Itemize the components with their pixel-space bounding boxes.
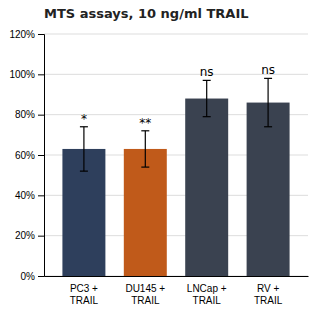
x-axis-line — [45, 276, 309, 277]
error-bar — [203, 80, 211, 116]
x-tick: RV +TRAIL — [254, 283, 283, 306]
x-tick-label: RV +TRAIL — [254, 283, 283, 306]
x-tick: DU145 +TRAIL — [125, 283, 165, 306]
error-bar-cap — [203, 116, 211, 117]
error-bar — [141, 131, 149, 167]
y-tick-label: 20% — [15, 230, 35, 241]
error-bar-cap — [80, 171, 88, 172]
error-bar-stem — [267, 78, 268, 126]
title: MTS assays, 10 ng/ml TRAIL — [44, 6, 249, 21]
x-tick-label-line: TRAIL — [254, 295, 283, 306]
x-tick-label-line: DU145 + — [125, 283, 165, 294]
significance-label: * — [81, 112, 87, 126]
significance-label: ns — [200, 65, 214, 79]
x-tick-label-line: TRAIL — [131, 295, 160, 306]
y-tick-label: 60% — [15, 150, 35, 161]
y-axis: 0% 20% 40% 60% 80% 100% 120% — [9, 29, 44, 282]
y-tick-mark — [38, 155, 44, 156]
error-bar-cap — [141, 167, 149, 168]
y-tick-label: 80% — [15, 109, 35, 120]
significance-label: ** — [139, 116, 151, 130]
y-tick: 20% — [15, 230, 44, 241]
error-bar-cap — [264, 126, 272, 127]
y-tick-mark — [38, 195, 44, 196]
marks — [62, 78, 289, 276]
x-tick: PC3 +TRAIL — [70, 283, 99, 306]
y-tick-mark — [38, 236, 44, 237]
y-tick-label: 100% — [9, 69, 35, 80]
y-tick-mark — [38, 276, 44, 277]
y-axis-line — [38, 35, 45, 277]
y-tick-label: 120% — [9, 29, 35, 40]
y-tick-mark — [38, 115, 44, 116]
y-tick-label: 0% — [21, 271, 36, 282]
y-tick: 120% — [9, 29, 44, 40]
error-bar-cap — [264, 78, 272, 79]
x-axis: PC3 +TRAILDU145 +TRAILLNCap +TRAILRV +TR… — [45, 277, 309, 306]
x-tick: LNCap +TRAIL — [187, 283, 227, 306]
y-tick: 0% — [21, 271, 44, 282]
bar — [185, 99, 228, 276]
x-tick-label: DU145 +TRAIL — [125, 283, 165, 306]
significance-label: ns — [261, 63, 275, 77]
y-tick-label: 40% — [15, 190, 35, 201]
x-tick-label-line: TRAIL — [193, 295, 222, 306]
error-bar-cap — [141, 130, 149, 131]
annotations: ***nsns — [81, 63, 275, 129]
bar — [124, 149, 167, 276]
y-tick: 80% — [15, 109, 44, 120]
y-tick: 100% — [9, 69, 44, 80]
x-tick-label: LNCap +TRAIL — [187, 283, 227, 306]
error-bar-cap — [80, 126, 88, 127]
error-bar-stem — [145, 131, 146, 167]
error-bar-cap — [203, 80, 211, 81]
chart: 0%20%40%60%80%100%120%PC3 +TRAILDU145 +T… — [0, 0, 320, 320]
y-tick-mark — [38, 74, 44, 75]
x-tick-label: PC3 +TRAIL — [70, 283, 99, 306]
y-tick-mark — [38, 34, 44, 35]
grid-line — [44, 34, 308, 35]
y-tick: 40% — [15, 190, 44, 201]
x-tick-label-line: RV + — [257, 283, 279, 294]
x-tick-label-line: PC3 + — [70, 283, 98, 294]
error-bar-stem — [83, 127, 84, 171]
error-bar — [80, 127, 88, 171]
bar — [247, 103, 290, 276]
grid — [44, 34, 308, 276]
error-bar — [264, 78, 272, 126]
x-tick-label-line: TRAIL — [70, 295, 99, 306]
error-bar-stem — [206, 80, 207, 116]
y-tick: 60% — [15, 150, 44, 161]
x-tick-label-line: LNCap + — [187, 283, 227, 294]
plot: 0%20%40%60%80%100%120%PC3 +TRAILDU145 +T… — [9, 29, 308, 306]
